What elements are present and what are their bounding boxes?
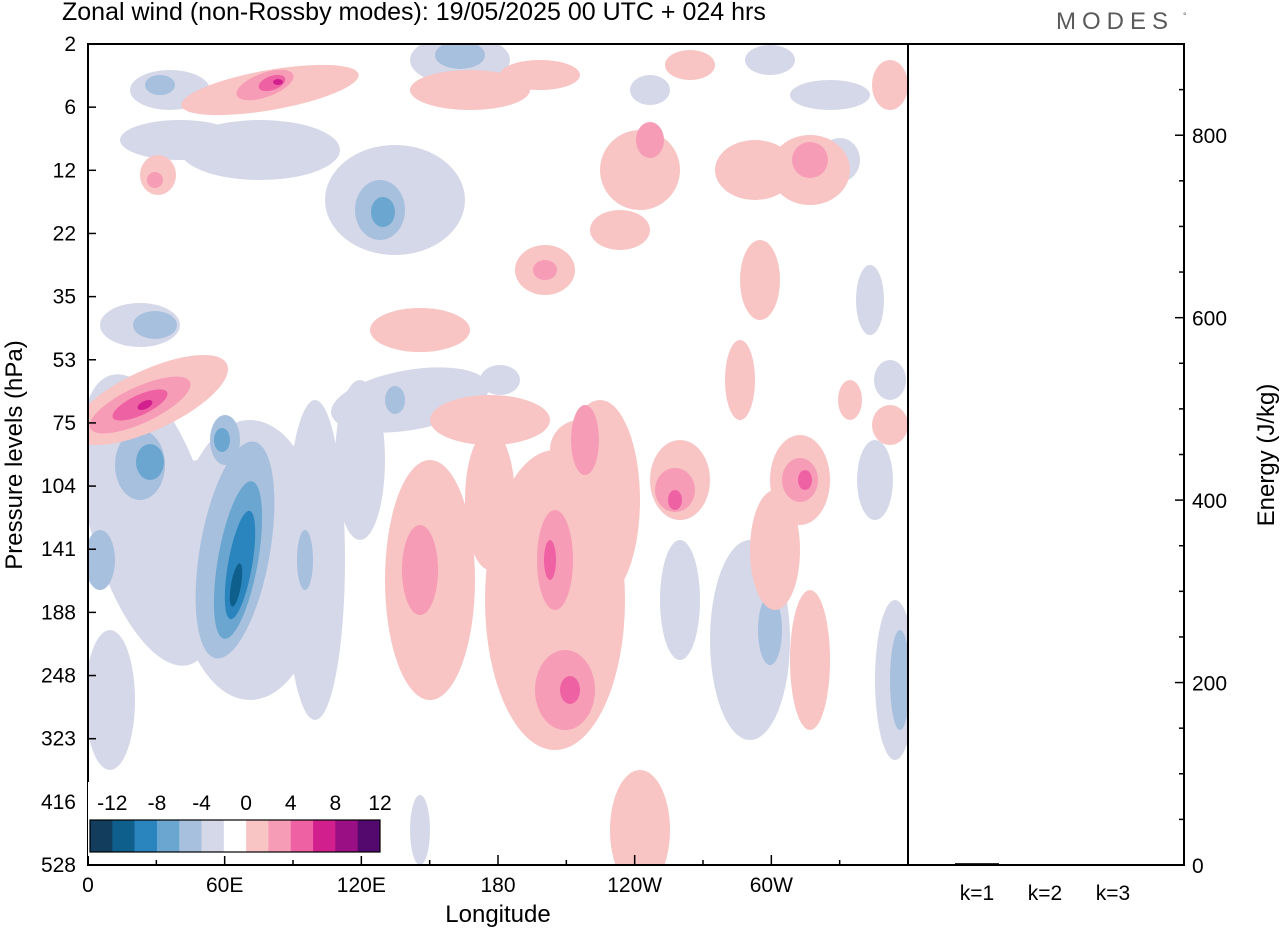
y-tick-label: 22 <box>53 222 76 245</box>
energy-category-label: k=1 <box>960 882 994 905</box>
y-tick-label: 104 <box>41 475 76 498</box>
y-tick-label: 75 <box>53 412 76 435</box>
colorbar-label: -4 <box>192 792 211 815</box>
y-tick-label: 248 <box>41 665 76 688</box>
x-axis-title: Longitude <box>445 901 550 928</box>
colorbar-label: 0 <box>240 792 252 815</box>
x-tick-label: 0 <box>82 874 94 897</box>
colorbar-label: 8 <box>330 792 342 815</box>
colorbar-swatch <box>313 820 336 852</box>
energy-category-label: k=2 <box>1028 882 1062 905</box>
energy-tick-label: 800 <box>1192 125 1227 148</box>
colorbar-swatch <box>246 820 269 852</box>
colorbar-swatch <box>223 820 247 852</box>
energy-tick-label: 600 <box>1192 308 1227 331</box>
energy-panel-frame <box>907 43 1185 866</box>
energy-tick-label: 400 <box>1192 490 1227 513</box>
energy-axis-title: Energy (J/kg) <box>1253 384 1280 527</box>
chart-title: Zonal wind (non-Rossby modes): 19/05/202… <box>62 0 766 26</box>
colorbar-swatch <box>201 820 225 852</box>
y-tick-label: 12 <box>53 159 76 182</box>
modes-logo: MODES <box>1056 8 1175 35</box>
y-tick-label: 53 <box>53 349 76 372</box>
x-tick-label: 120W <box>607 874 662 897</box>
colorbar-swatch <box>335 820 358 852</box>
colorbar-label: -8 <box>148 792 167 815</box>
y-tick-label: 416 <box>41 791 76 814</box>
colorbar: -12 -8 -4 0 4 8 12 <box>88 782 392 856</box>
colorbar-swatch <box>268 820 292 852</box>
colorbar-swatch <box>112 820 135 852</box>
colorbar-label: 12 <box>368 792 391 815</box>
colorbar-swatch <box>156 820 180 852</box>
colorbar-swatch <box>134 820 158 852</box>
x-axis-ticks: 0 60E 120E 180 120W 60W <box>82 855 909 897</box>
y-axis-title: Pressure levels (hPa) <box>1 340 28 569</box>
colorbar-swatch <box>90 820 113 852</box>
x-tick-label: 60W <box>750 874 793 897</box>
y-tick-label: 528 <box>41 854 76 877</box>
x-tick-label: 60E <box>206 874 243 897</box>
energy-bar-chart: 0 200 400 600 800 k=1 k=2 k=3 <box>955 43 1227 905</box>
energy-bar <box>1023 864 1067 866</box>
energy-bar <box>1091 864 1135 866</box>
zonal-wind-field <box>88 44 908 865</box>
colorbar-swatch <box>357 820 381 852</box>
colorbar-frame <box>89 819 381 853</box>
colorbar-swatch <box>290 820 314 852</box>
x-tick-label: 120E <box>337 874 386 897</box>
x-tick-label: 180 <box>480 874 515 897</box>
energy-category-label: k=3 <box>1096 882 1130 905</box>
colorbar-swatch <box>179 820 202 852</box>
colorbar-label: 4 <box>285 792 297 815</box>
energy-tick-label: 200 <box>1192 673 1227 696</box>
y-tick-label: 141 <box>41 538 76 561</box>
energy-tick-label: 0 <box>1192 855 1204 878</box>
y-tick-label: 2 <box>64 33 76 56</box>
colorbar-label: -12 <box>97 792 127 815</box>
y-tick-label: 188 <box>41 601 76 624</box>
y-tick-label: 35 <box>53 286 76 309</box>
y-tick-label: 323 <box>41 728 76 751</box>
energy-bar <box>955 863 999 865</box>
logo-registered-mark: ° <box>1183 11 1187 21</box>
y-tick-label: 6 <box>64 96 76 119</box>
